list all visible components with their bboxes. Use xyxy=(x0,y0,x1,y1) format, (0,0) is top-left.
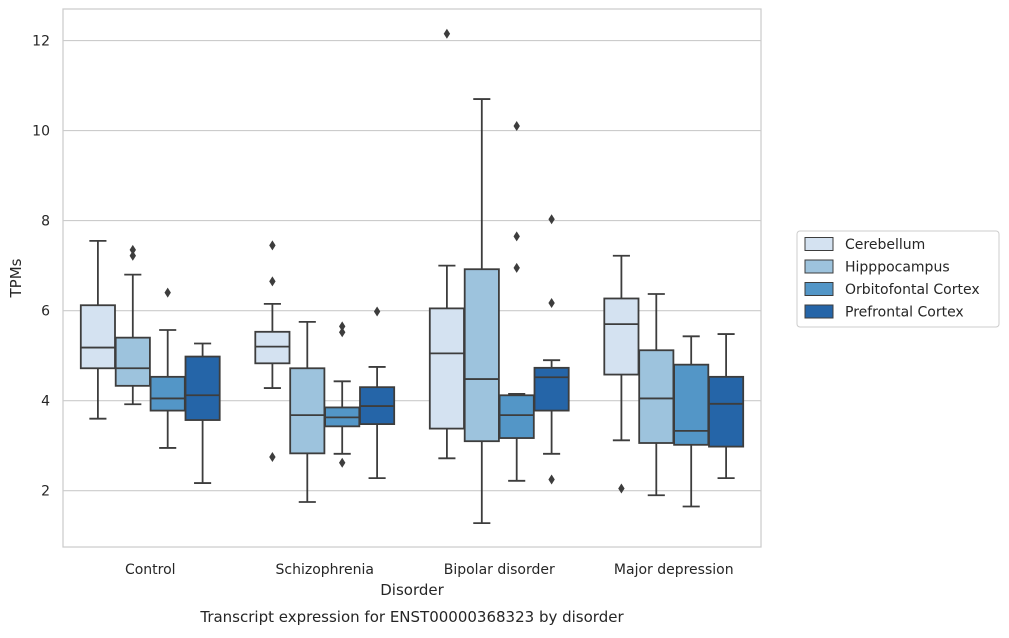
legend-swatch xyxy=(804,259,834,274)
legend-swatch xyxy=(804,304,834,319)
outlier-point xyxy=(269,451,276,462)
outlier-point xyxy=(339,457,346,468)
box xyxy=(79,304,116,370)
box-group xyxy=(498,121,535,482)
legend-swatch xyxy=(804,237,834,251)
box-group xyxy=(673,335,710,508)
outlier-point xyxy=(443,28,451,39)
box xyxy=(638,349,675,444)
legend-label: Cerebellum xyxy=(845,237,925,253)
legend-label: Prefrontal Cortex xyxy=(845,305,964,321)
box xyxy=(463,268,500,443)
box-group xyxy=(114,244,151,406)
outlier-point xyxy=(339,327,346,338)
box xyxy=(533,366,570,412)
outlier-point xyxy=(513,231,520,242)
legend-swatch xyxy=(804,282,834,296)
outlier-point xyxy=(513,262,520,273)
box-group xyxy=(428,28,465,460)
box-group xyxy=(184,342,221,484)
outlier-point xyxy=(618,483,625,494)
y-tick-label: 12 xyxy=(32,34,50,50)
y-tick-label: 8 xyxy=(41,214,50,230)
box xyxy=(149,375,186,412)
legend-label: Orbitofontal Cortex xyxy=(845,282,980,298)
outlier-point xyxy=(548,474,555,485)
outlier-point xyxy=(513,121,520,132)
y-axis-label: TPMs xyxy=(7,258,25,298)
y-tick-label: 10 xyxy=(32,124,50,140)
box-group xyxy=(359,306,396,480)
outlier-point xyxy=(129,244,136,255)
box-group xyxy=(79,239,116,420)
box-group xyxy=(289,320,326,503)
x-tick-labels: Control Schizophrenia Bipolar disorder Majo… xyxy=(125,562,734,578)
outlier-point xyxy=(548,214,555,225)
box-group xyxy=(149,287,186,449)
outlier-point xyxy=(269,276,276,287)
box xyxy=(428,307,465,430)
x-tick-label: Schizophrenia xyxy=(276,562,374,578)
legend-label: Hipppocampus xyxy=(845,260,950,276)
outlier-point xyxy=(129,250,136,261)
box-group xyxy=(324,321,361,468)
y-tick-labels: 2 4 6 8 10 12 xyxy=(32,34,50,500)
box xyxy=(673,363,710,446)
box-groups xyxy=(79,28,745,525)
box xyxy=(254,330,291,365)
outlier-point xyxy=(164,287,171,298)
box xyxy=(603,297,640,376)
x-tick-label: Control xyxy=(125,562,176,578)
x-axis-label: Disorder xyxy=(380,581,444,599)
box xyxy=(184,355,221,421)
box-group xyxy=(463,98,500,525)
outlier-point xyxy=(269,240,276,251)
y-tick-label: 2 xyxy=(41,484,50,500)
box xyxy=(708,375,745,448)
y-tick-label: 6 xyxy=(41,304,50,320)
legend: Cerebellum Hipppocampus Orbitofontal Corte… xyxy=(796,230,1000,328)
box xyxy=(114,336,151,387)
x-tick-label: Bipolar disorder xyxy=(444,562,555,578)
box xyxy=(498,394,535,439)
outlier-point xyxy=(339,321,346,332)
box-group xyxy=(708,333,745,480)
y-tick-label: 4 xyxy=(41,394,50,410)
x-tick-label: Major depression xyxy=(614,562,734,578)
box-group xyxy=(638,293,675,497)
box xyxy=(289,367,326,455)
legend-frame xyxy=(796,230,1000,328)
box-group xyxy=(254,240,291,462)
plot-frame xyxy=(62,8,762,548)
box-group xyxy=(533,214,570,485)
outlier-point xyxy=(373,306,381,317)
outlier-point xyxy=(548,297,555,308)
box-group xyxy=(603,254,640,494)
chart-caption: Transcript expression for ENST0000036832… xyxy=(199,608,624,626)
